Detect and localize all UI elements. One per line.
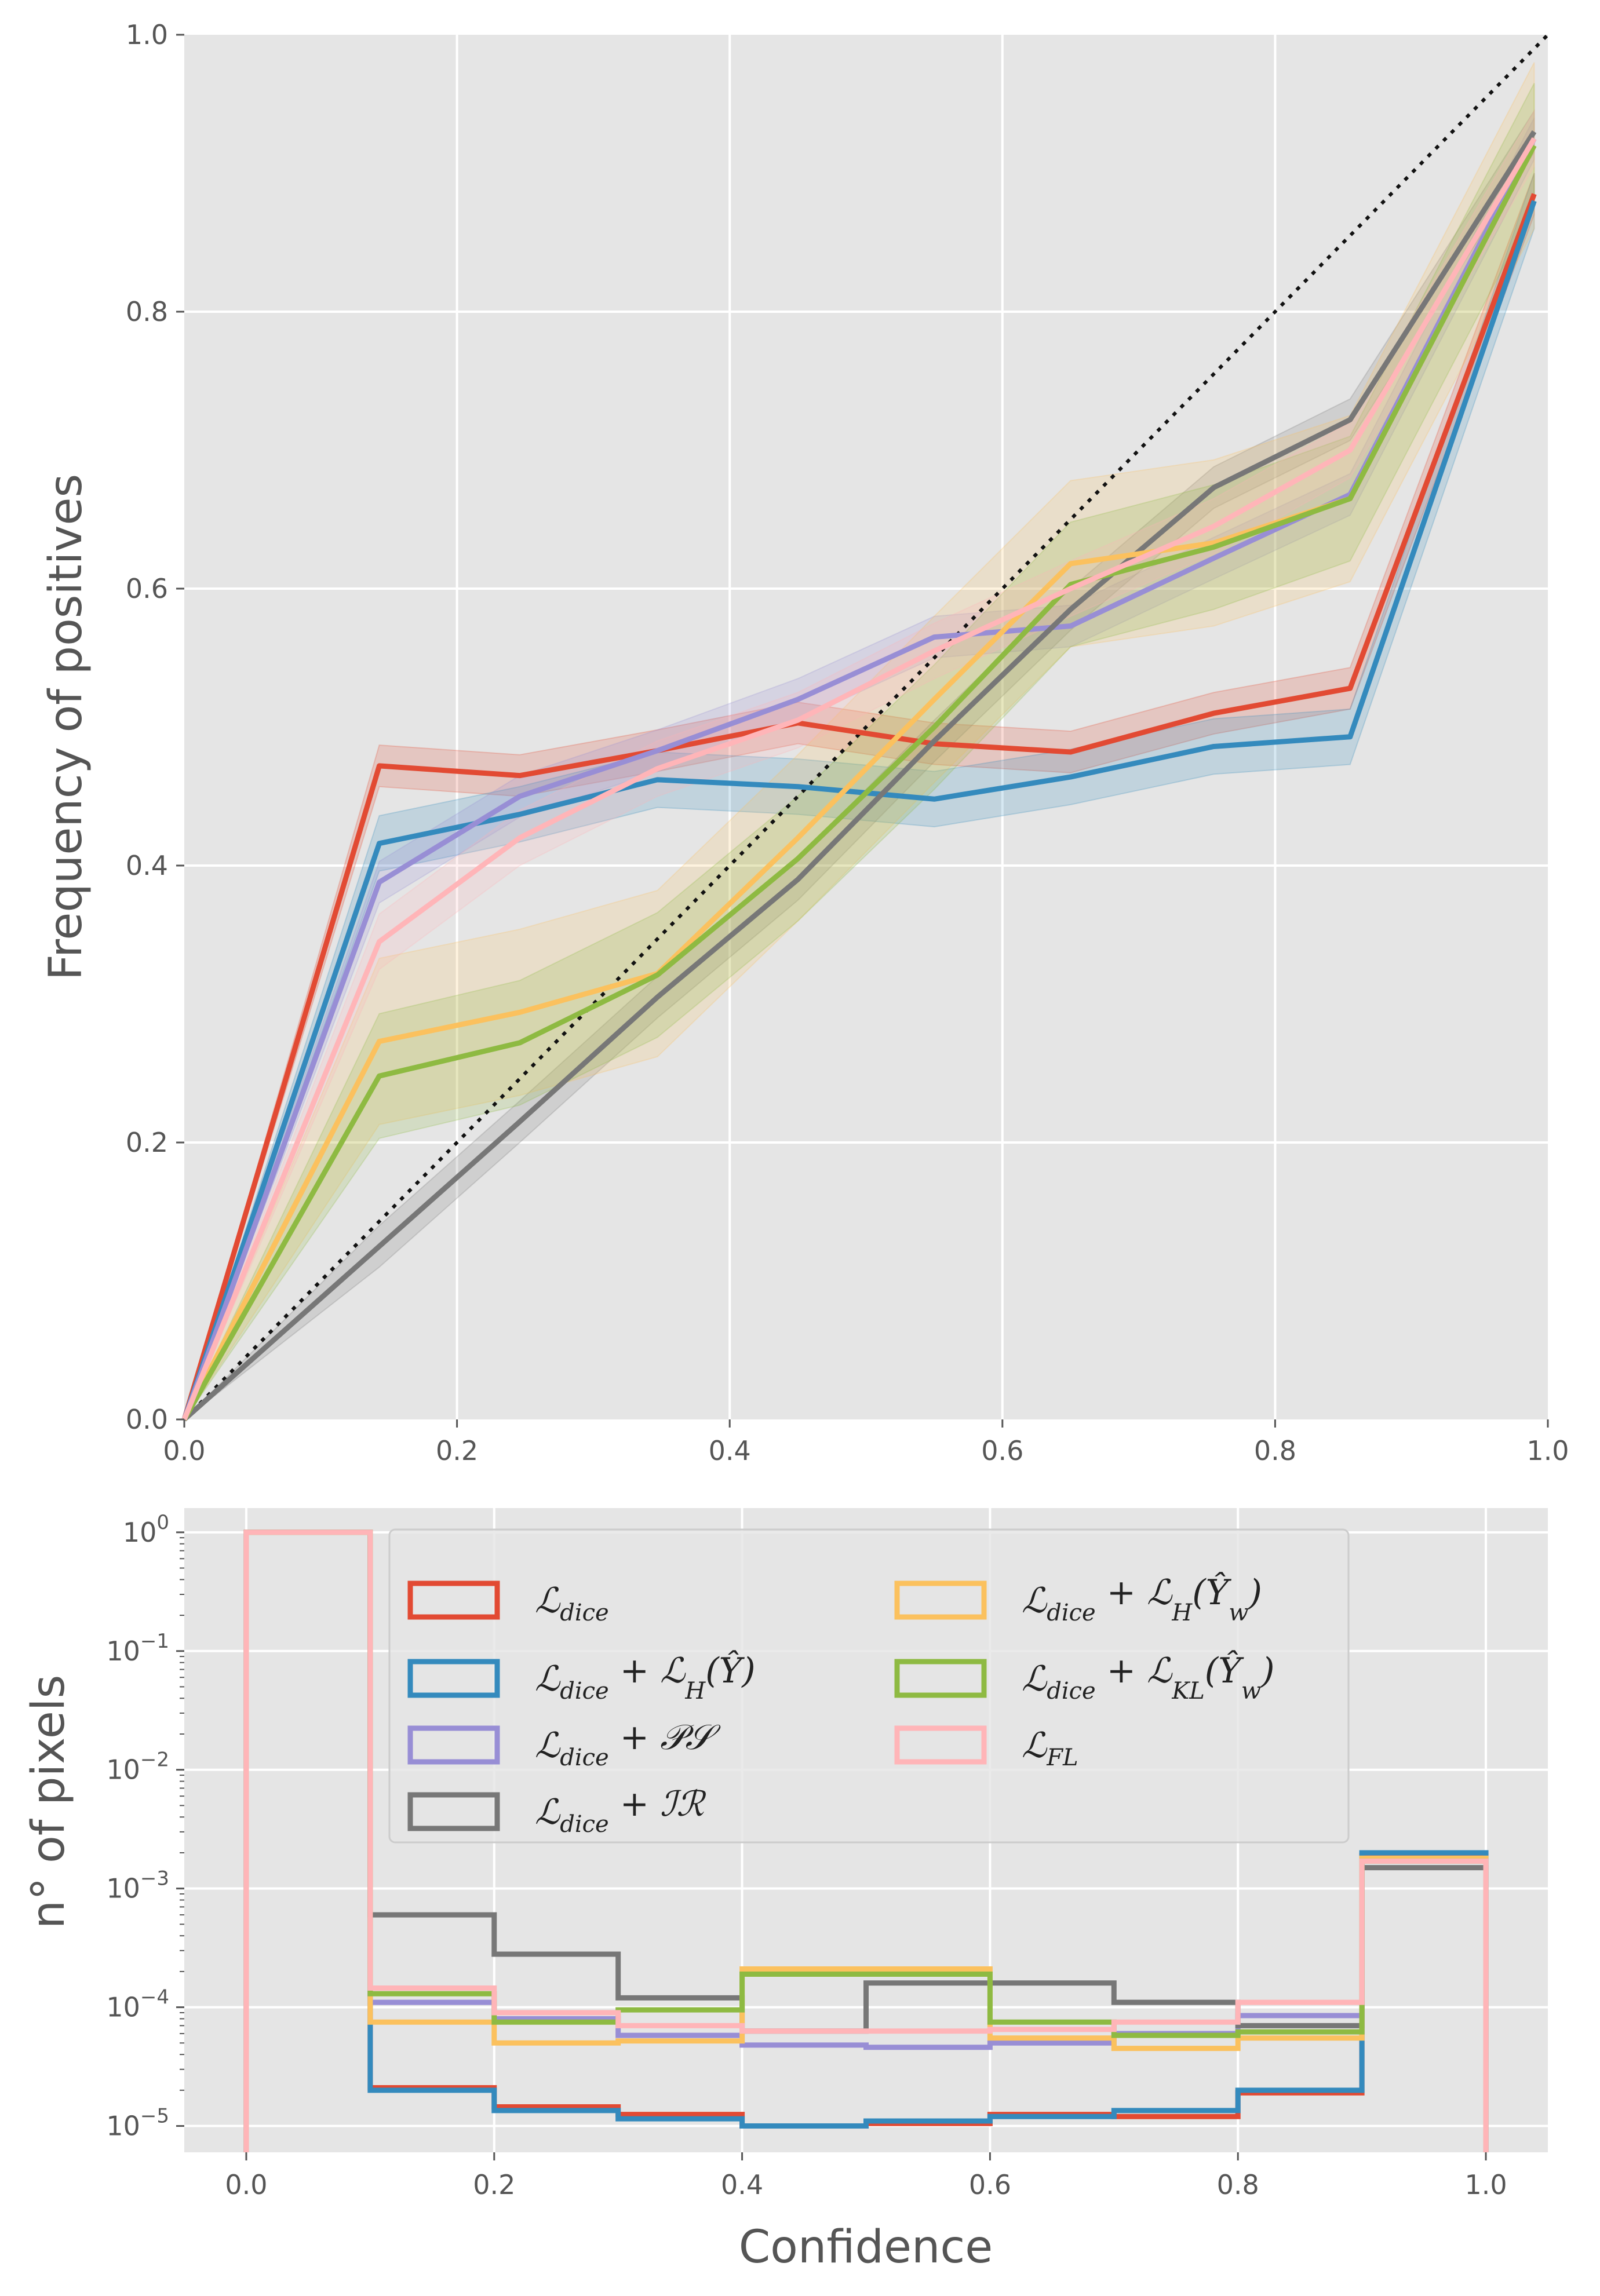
x-tick-label: 0.8 [1254,1435,1296,1466]
calibration-curve [181,137,1537,1421]
y-tick-label: 0.6 [126,573,168,604]
y-tick-label: 10−3 [106,1867,169,1904]
histogram-step [243,1530,1489,2152]
legend-swatch [407,1725,500,1765]
calibration-curve [181,137,1537,1421]
x-tick-label: 0.2 [436,1435,478,1466]
legend-swatch [407,1580,500,1620]
histogram-steps [243,1530,1489,2152]
x-tick-label: 0.6 [981,1435,1023,1466]
calibration-y-ticks: 0.0 0.2 0.4 0.6 0.8 1.0 [126,19,184,1435]
y-tick-label: 1.0 [126,19,168,50]
legend-label: ℒFL [1022,1725,1078,1771]
x-tick-label: 0.6 [969,2169,1011,2200]
legend-label: ℒdice + ℒKL(Ŷw) [1022,1650,1275,1704]
x-tick-label: 0.0 [163,1435,205,1466]
y-tick-label: 10−2 [106,1749,169,1786]
legend-label: ℒdice + ℐℛ [535,1784,706,1838]
histogram-step [243,1530,1489,2152]
histogram-y-ticks: 100 10−1 10−2 10−3 10−4 10−5 [106,1511,184,2142]
y-tick-label: 0.4 [126,850,168,881]
histogram-y-axis-label: n° of pixels [23,1675,75,1929]
legend-frame [388,1528,1350,1844]
histogram-step [243,1530,1489,2152]
x-tick-label: 0.0 [225,2169,267,2200]
x-tick-label: 0.2 [473,2169,515,2200]
calibration-lines [181,130,1537,1422]
x-tick-label: 1.0 [1526,1435,1569,1466]
calibration-curve [181,193,1537,1421]
legend-label: ℒdice + ℒH(Ŷ) [535,1650,756,1704]
legend-label: ℒdice + ℒH(Ŷw) [1022,1572,1262,1626]
x-tick-label: 0.8 [1217,2169,1259,2200]
y-tick-label: 0.0 [126,1404,168,1435]
y-tick-label: 10−5 [106,2105,169,2142]
y-tick-label: 10−1 [106,1630,169,1667]
histogram-step [243,1530,1489,2152]
legend-label: ℒdice + 𝒫𝒮 [535,1717,721,1771]
x-tick-label: 0.4 [709,1435,751,1466]
y-tick-label: 10−4 [106,1986,169,2023]
perfect-calibration-line [183,33,1550,1421]
y-tick-label: 0.2 [126,1127,168,1158]
calibration-y-axis-label: Frequency of positives [40,474,92,980]
legend-swatch [407,1792,500,1831]
x-tick-label: 0.4 [721,2169,763,2200]
histogram-x-axis-label: Confidence [739,2221,993,2273]
histogram-step [243,1530,1489,2152]
y-tick-label: 0.8 [126,296,168,327]
legend-swatch [894,1580,987,1620]
legend: ℒdice ℒdice + ℒH(Ŷ) ℒdice + 𝒫𝒮 ℒdice + ℐℛ ℒd… [388,1528,1350,1844]
calibration-curve [183,130,1537,1422]
y-tick-label: 100 [123,1511,169,1548]
histogram-plot: 0.0 0.2 0.4 0.6 0.8 1.0 10010−110−210−310−410… [23,1508,1548,2273]
legend-swatch [407,1659,500,1698]
calibration-curve [182,144,1537,1421]
legend-items: ℒdice ℒdice + ℒH(Ŷ) ℒdice + 𝒫𝒮 ℒdice + ℐℛ ℒd… [407,1572,1275,1838]
legend-label: ℒdice [535,1580,609,1626]
calibration-plot: 0.0 0.2 0.4 0.6 0.8 1.0 0.0 0.2 0.4 0.6 0.8 1.0 Fr… [40,19,1569,1466]
legend-swatch [894,1659,987,1698]
x-tick-label: 1.0 [1464,2169,1507,2200]
calibration-x-ticks: 0.0 0.2 0.4 0.6 0.8 1.0 [163,1419,1569,1466]
histogram-x-ticks: 0.0 0.2 0.4 0.6 0.8 1.0 [225,2152,1507,2200]
legend-swatch [894,1725,987,1765]
calibration-grid [184,35,1548,1419]
